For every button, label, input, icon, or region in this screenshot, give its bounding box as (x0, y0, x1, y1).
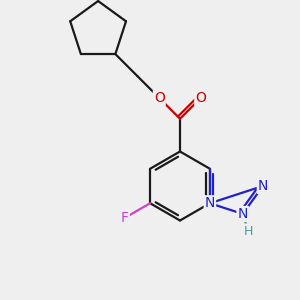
Text: N: N (205, 196, 215, 210)
Text: O: O (154, 91, 165, 105)
Text: N: N (258, 179, 268, 193)
Text: H: H (244, 224, 253, 238)
Text: O: O (195, 91, 206, 105)
Text: F: F (121, 211, 129, 225)
Text: N: N (238, 207, 248, 221)
